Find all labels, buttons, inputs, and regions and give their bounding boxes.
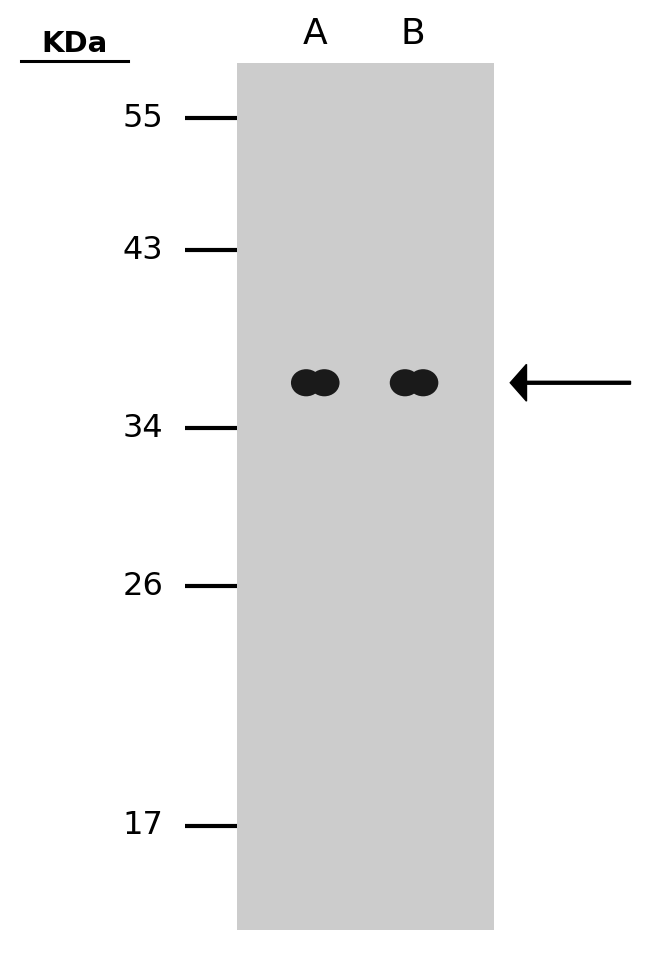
Text: B: B (400, 16, 425, 51)
Bar (237, 63, 494, 930)
Ellipse shape (309, 369, 339, 396)
Text: KDa: KDa (42, 30, 108, 57)
Ellipse shape (408, 369, 438, 396)
Text: A: A (303, 16, 328, 51)
Ellipse shape (293, 375, 337, 391)
FancyArrow shape (510, 364, 630, 401)
Text: 26: 26 (123, 571, 163, 602)
Ellipse shape (392, 375, 436, 391)
Text: 17: 17 (123, 810, 163, 841)
Ellipse shape (390, 369, 420, 396)
Ellipse shape (291, 369, 321, 396)
Text: 55: 55 (123, 103, 163, 134)
Text: 34: 34 (123, 413, 163, 444)
Text: 43: 43 (123, 234, 163, 266)
